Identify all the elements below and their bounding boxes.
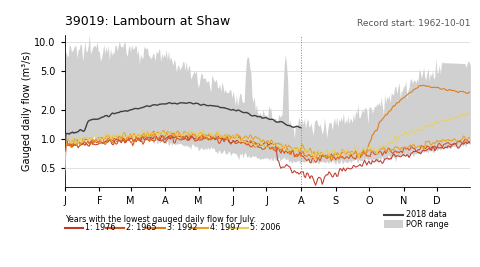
- Text: 3: 1992: 3: 1992: [167, 223, 197, 232]
- Text: 39019: Lambourn at Shaw: 39019: Lambourn at Shaw: [65, 15, 230, 28]
- Text: 5: 2006: 5: 2006: [250, 223, 280, 232]
- Text: 2: 1965: 2: 1965: [126, 223, 156, 232]
- Text: POR range: POR range: [406, 220, 448, 229]
- Text: Years with the lowest gauged daily flow for July:: Years with the lowest gauged daily flow …: [65, 215, 256, 224]
- Text: 4: 1997: 4: 1997: [210, 223, 240, 232]
- Text: 2018 data: 2018 data: [406, 210, 446, 219]
- Text: Record start: 1962-10-01: Record start: 1962-10-01: [357, 19, 470, 28]
- Y-axis label: Gauged daily flow (m³/s): Gauged daily flow (m³/s): [22, 51, 32, 171]
- Text: 1: 1976: 1: 1976: [85, 223, 115, 232]
